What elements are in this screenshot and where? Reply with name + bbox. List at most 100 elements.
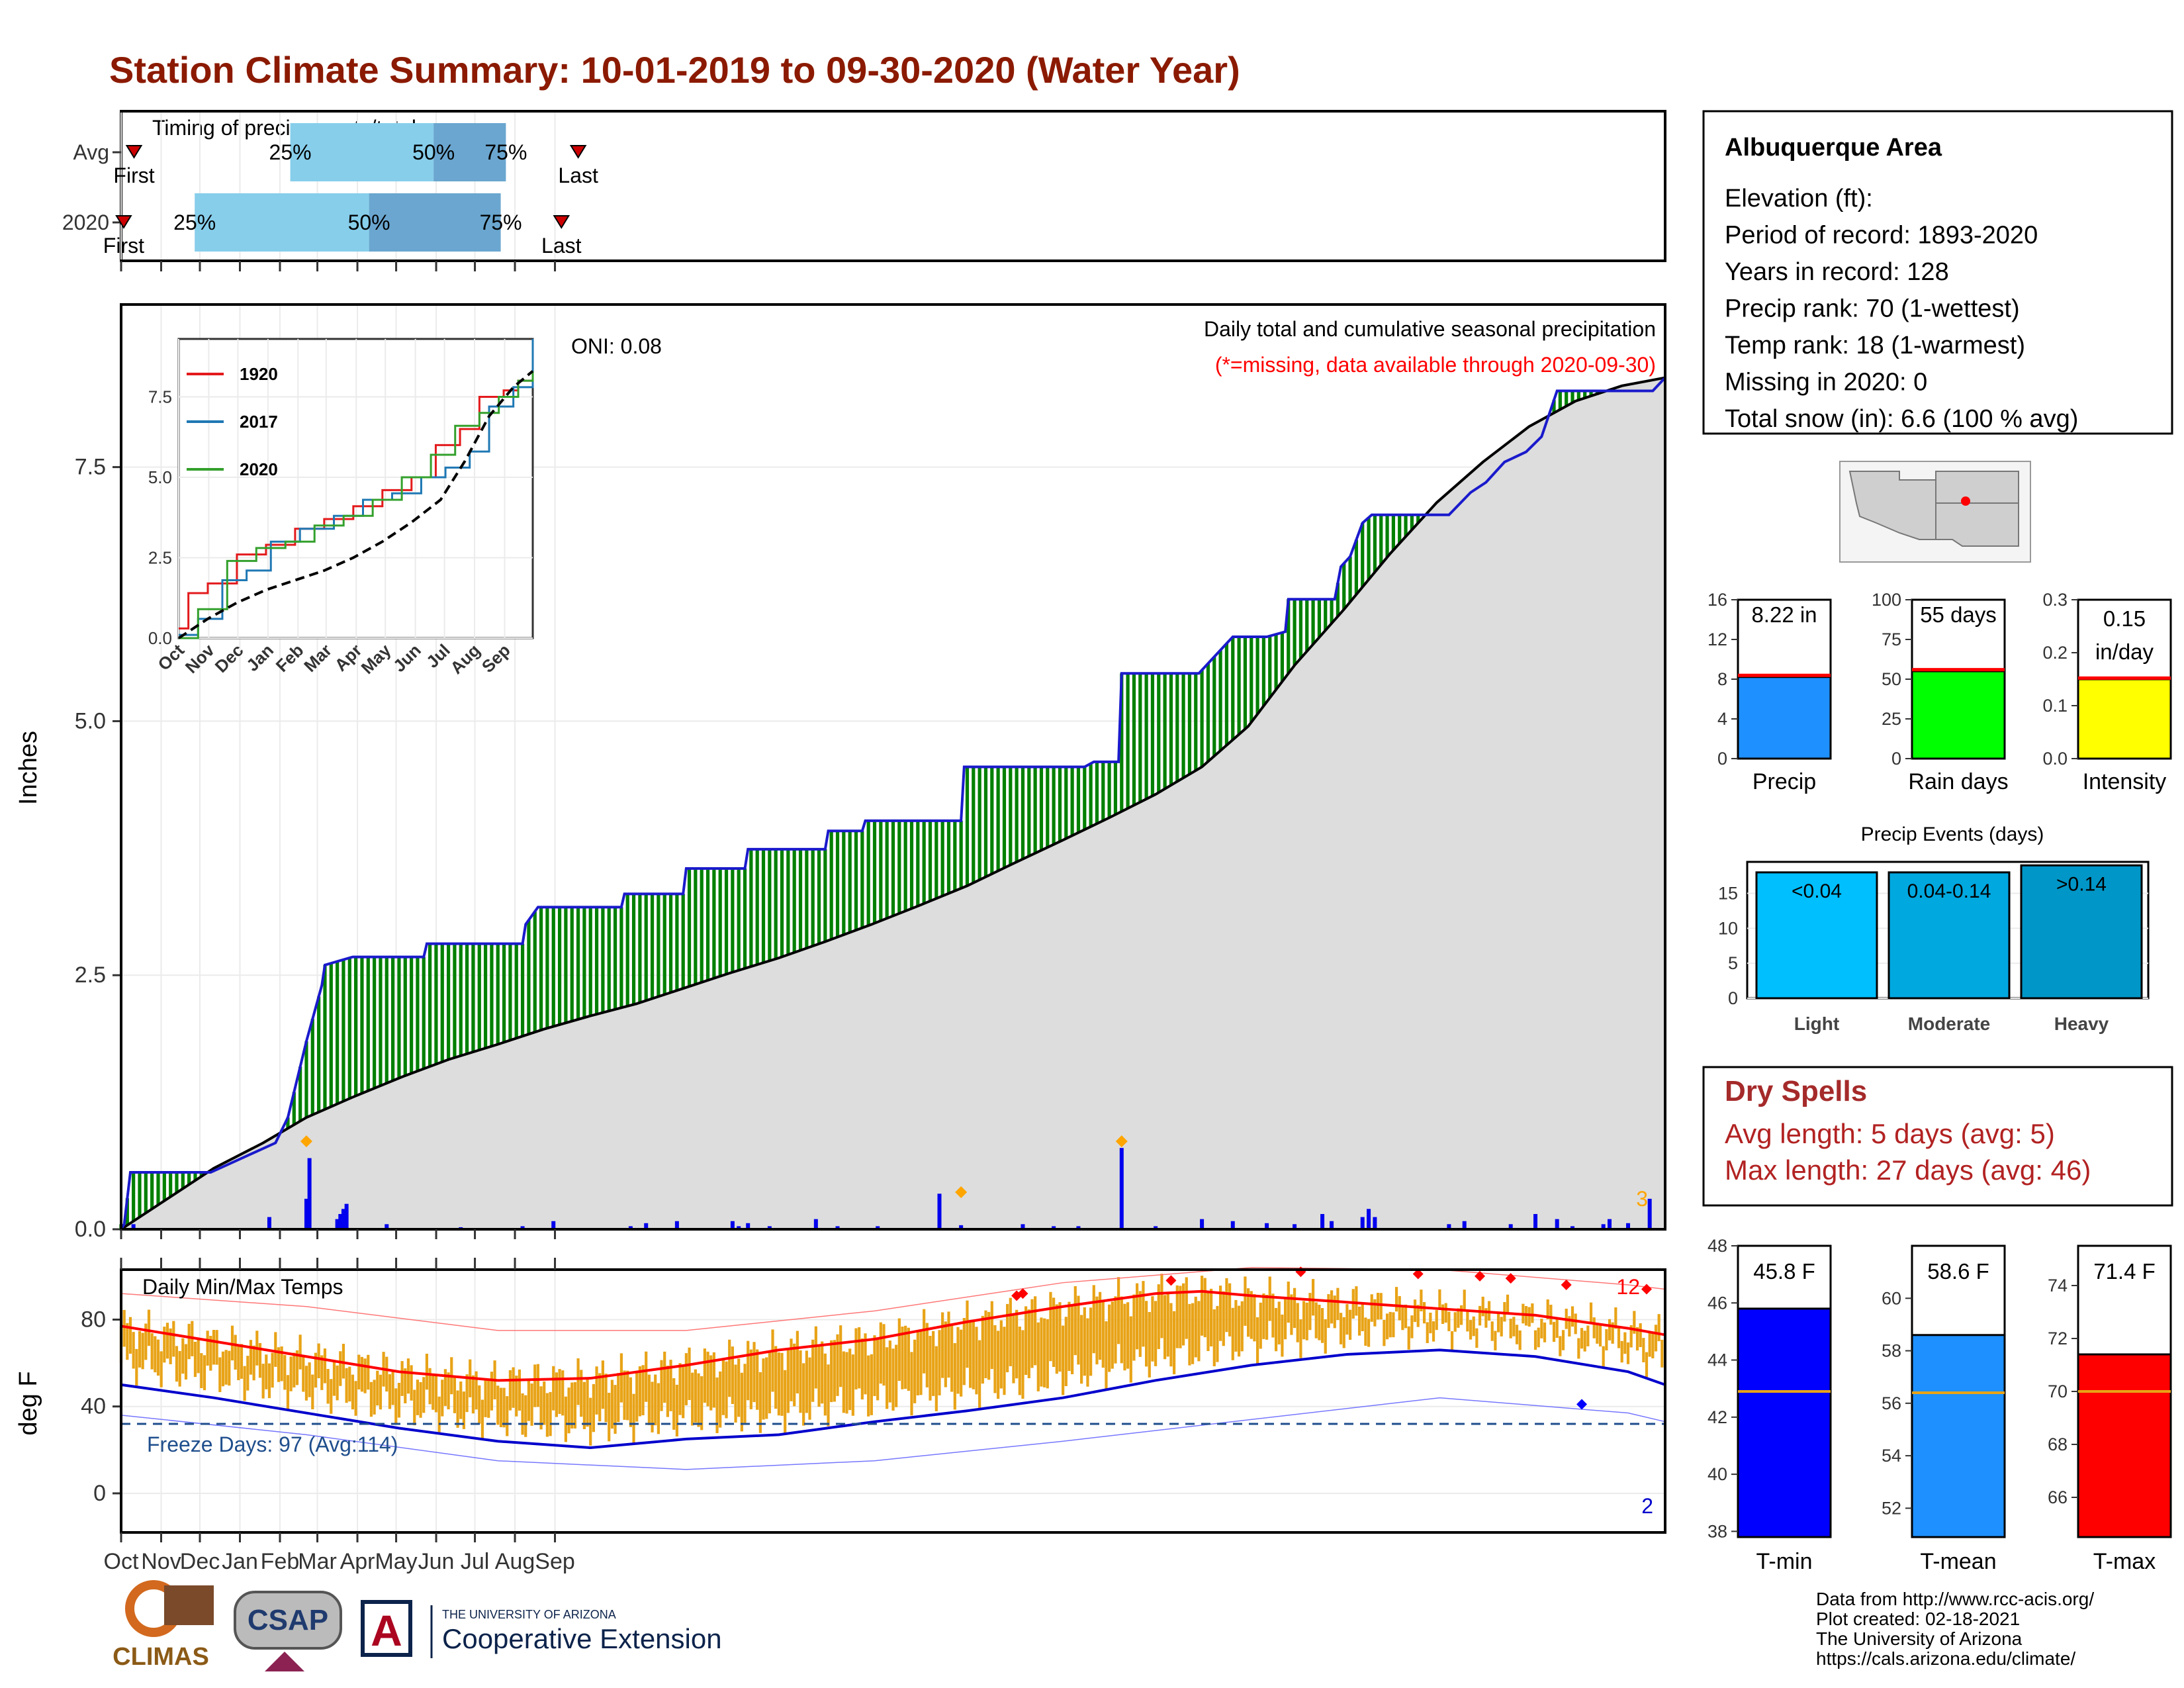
temp-min-count: 2 [1641,1494,1653,1518]
daily-precip-bar [1533,1213,1538,1229]
month-label: Jan [222,1549,258,1574]
daily-precip-bar [1021,1224,1025,1229]
daily-precip-bar [1570,1226,1575,1229]
timing-panel: Timing of precip events/totals Avg 25% 50%… [62,110,1666,262]
daily-precip-bar [1320,1213,1325,1229]
summary-bar-fill [2077,678,2172,760]
svg-text:THE UNIVERSITY OF ARIZONA: THE UNIVERSITY OF ARIZONA [442,1608,616,1621]
dry-spells-box: Dry Spells Avg length: 5 days (avg: 5) M… [1702,1066,2173,1207]
daily-precip-bar [1360,1217,1365,1229]
precip-header: Daily total and cumulative seasonal prec… [1204,317,1656,341]
event-bar [1888,871,2011,1000]
events-y-tick-label: 0 [1728,988,1738,1008]
inset-y-tick-label: 0.0 [148,628,172,648]
station-info-line: Elevation (ft): [1725,185,1873,212]
month-label: Jun [418,1549,455,1574]
daily-precip-bar [1154,1226,1158,1229]
timing-p75-label: 75% [484,140,527,164]
daily-precip-bar [1462,1221,1467,1229]
temp-bar-label: T-max [2093,1549,2156,1574]
record-precip-marker [955,1186,968,1198]
temp-bar-tick: 48 [1707,1236,1727,1256]
temp-bar-tick: 46 [1707,1293,1727,1313]
temp-bar-value: 58.6 F [1927,1259,1989,1284]
station-info-line: Temp rank: 18 (1-warmest) [1725,332,2025,359]
daily-precip-bar [131,1224,136,1229]
credit-line: The University of Arizona [1816,1628,2023,1649]
events-title: Precip Events (days) [1861,823,2044,845]
intensity-value: 0.15 [2103,606,2146,631]
credit-line: Data from http://www.rcc-acis.org/ [1816,1589,2094,1609]
precip-events-chart: Precip Events (days) 0 5 10 15 <0.04 Light 0.0… [1718,823,2150,1034]
precip-y-tick-label: 5.0 [75,708,106,733]
precip-ylabel: Inches [15,731,42,805]
timing-p25-label: 25% [173,211,216,234]
daily-precip-bar [1076,1226,1081,1229]
svg-text:Cooperative Extension: Cooperative Extension [442,1623,722,1654]
daily-precip-bar [307,1158,312,1229]
inset-series-2020 [179,371,534,639]
temp-bar-tick: 68 [2048,1434,2068,1454]
summary-bar-tick: 8 [1717,669,1727,689]
station-info-line: Period of record: 1893-2020 [1725,222,2038,250]
timing-p25-label: 25% [269,140,312,164]
summary-bar-tick: 4 [1717,709,1727,729]
timing-bar-late [433,123,506,181]
daily-precip-bar [385,1224,389,1229]
temp-max-count: 12 [1616,1275,1640,1299]
precip-y-tick-label: 0.0 [75,1217,106,1242]
temp-bar-tick: 56 [1882,1393,1901,1413]
dry-spells-title: Dry Spells [1725,1075,1867,1107]
summary-bar-tick: 0.1 [2042,696,2068,716]
summary-bar-fill [1911,670,2006,760]
intensity-unit: in/day [2095,639,2154,664]
daily-precip-bar [1052,1226,1056,1229]
station-info-line: Total snow (in): 6.6 (100 % avg) [1725,405,2078,433]
station-info-line: Missing in 2020: 0 [1725,369,1927,397]
station-info-line: Years in record: 128 [1725,258,1949,286]
record-high-marker [1505,1273,1516,1284]
freeze-note: Freeze Days: 97 (Avg:114) [147,1432,398,1456]
daily-precip-bar [1601,1224,1606,1229]
record-precip-marker [300,1135,312,1148]
month-label: Apr [340,1549,375,1574]
timing-first-marker [115,215,132,229]
daily-precip-bar [1508,1224,1513,1229]
inset-legend-label: 2017 [240,412,278,432]
temp-ylabel: deg F [15,1371,42,1435]
timing-last-label: Last [558,164,598,187]
timing-row-label: 2020 [62,211,109,234]
daily-precip-bar [1330,1221,1334,1229]
avg-min-line [120,1348,1666,1450]
daily-precip-bar [341,1209,345,1229]
record-high-marker [1017,1288,1028,1299]
daily-precip-bar [1373,1217,1377,1229]
average-cumulative-line [120,376,1666,1231]
event-bar-range-label: >0.14 [2056,873,2107,895]
summary-bar-tick: 0.3 [2042,590,2068,610]
dry-spells-avg: Avg length: 5 days (avg: 5) [1725,1118,2055,1149]
record-high-marker [1561,1279,1572,1290]
station-name: Albuquerque Area [1725,134,1942,162]
daily-precip-bar [644,1223,649,1229]
month-label: May [375,1549,417,1574]
csap-logo: CSAP [234,1591,342,1671]
temp-bar-fill [2077,1353,2172,1538]
temp-bar-tick: 40 [1707,1464,1727,1484]
temp-panel: 0 40 80 Daily Min/Max Temps 12 2 Freeze Da… [15,1266,1666,1534]
timing-last-marker [569,145,587,159]
daily-precip-bar [304,1198,308,1229]
record-high-marker [1165,1275,1177,1286]
precip-panel: 0.0 2.5 5.0 7.5 Daily total and cumulative … [15,303,1666,1242]
summary-bar-label: Rain days [1908,769,2008,794]
month-label: Sep [535,1549,575,1574]
summary-bar-value: 0.15 in/day [2095,606,2154,664]
timing-bar-early [290,123,434,181]
summary-bar-intensity: 0.0 0.1 0.2 0.3 0.15 in/day Intensity [2042,590,2172,794]
timing-first-label: First [113,164,154,187]
month-label: Oct [104,1549,139,1574]
daily-precip-bar [674,1221,679,1229]
inset-legend-label: 1920 [240,364,278,384]
